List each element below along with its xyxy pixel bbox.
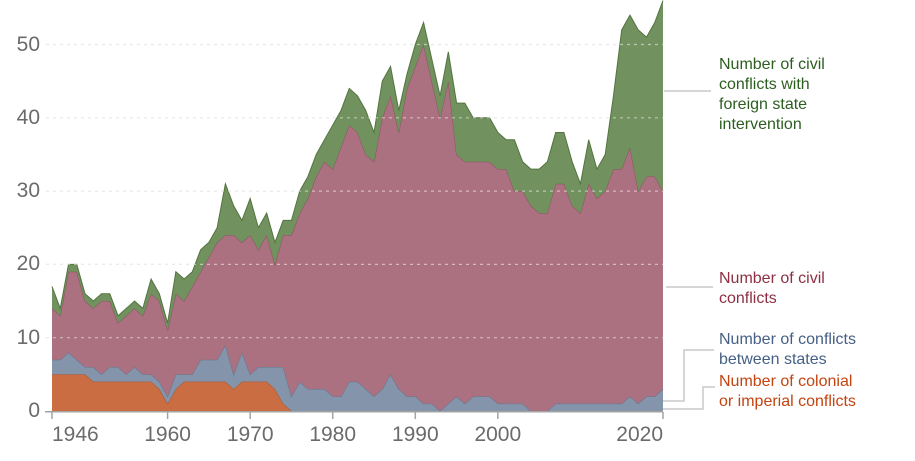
x-tick-label-1990: 1990 <box>391 423 439 446</box>
legend-line: foreign state <box>719 96 808 113</box>
connector-interstate <box>663 349 714 402</box>
legend-civil-intervention[interactable]: Number of civil conflicts with foreign s… <box>719 55 825 135</box>
x-tick-label-2000: 2000 <box>474 423 522 446</box>
y-tick-label-30: 30 <box>16 179 40 203</box>
y-tick-label-20: 20 <box>16 252 40 276</box>
legend-civil-conflicts[interactable]: Number of civil conflicts <box>719 269 825 309</box>
x-tick-label-1980: 1980 <box>309 423 357 446</box>
legend-line: or imperial conflicts <box>719 393 856 410</box>
y-tick-label-10: 10 <box>16 325 40 349</box>
area-civil[interactable] <box>52 44 663 412</box>
area-civil_intervention[interactable] <box>52 0 663 331</box>
area-outline-civil_intervention <box>51 0 664 324</box>
y-tick-label-0: 0 <box>28 399 40 423</box>
legend-colonial-imperial-conflicts[interactable]: Number of colonial or imperial conflicts <box>719 372 856 412</box>
legend-line: between states <box>719 351 827 368</box>
area-interstate[interactable] <box>52 345 663 411</box>
legend-line: Number of conflicts <box>719 331 856 348</box>
area-colonial[interactable] <box>52 374 663 411</box>
x-tick-label-1970: 1970 <box>226 423 274 446</box>
x-tick-label-2020: 2020 <box>616 423 663 446</box>
x-tick-label-1960: 1960 <box>144 423 191 446</box>
legend-line: conflicts <box>719 290 777 307</box>
y-tick-label-50: 50 <box>16 32 40 56</box>
legend-line: Number of colonial <box>719 373 853 390</box>
y-tick-label-40: 40 <box>16 105 40 129</box>
legend-line: conflicts with <box>719 76 810 93</box>
connector-colonial <box>663 386 715 410</box>
legend-conflicts-between-states[interactable]: Number of conflicts between states <box>719 330 856 370</box>
legend-line: intervention <box>719 116 802 133</box>
legend-line: Number of civil <box>719 270 825 287</box>
x-tick-label-1946: 1946 <box>52 423 99 446</box>
legend-line: Number of civil <box>719 56 825 73</box>
